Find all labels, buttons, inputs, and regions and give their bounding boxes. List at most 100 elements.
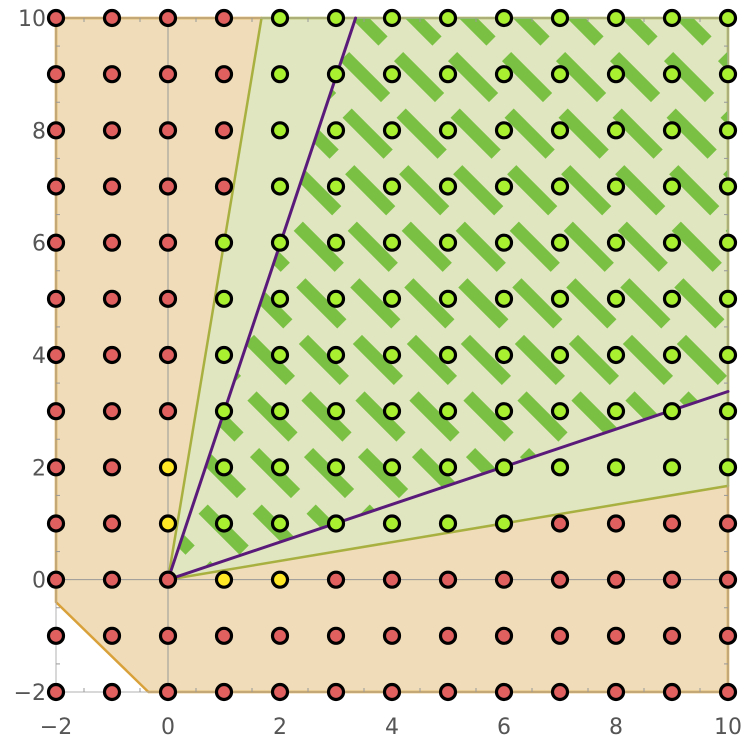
- lattice-point-red: [46, 402, 66, 421]
- lattice-point-yellow: [214, 570, 234, 589]
- lattice-point-green: [550, 402, 570, 421]
- lattice-point-green: [718, 121, 738, 140]
- lattice-point-red: [326, 570, 346, 589]
- lattice-point-red: [102, 570, 122, 589]
- lattice-point-red: [382, 682, 402, 702]
- lattice-point-green: [662, 8, 682, 28]
- lattice-point-red: [718, 514, 738, 533]
- lattice-point-red: [214, 682, 234, 702]
- lattice-point-green: [606, 177, 626, 196]
- lattice-point-green: [438, 458, 458, 477]
- lattice-point-red: [102, 233, 122, 252]
- lattice-point-green: [438, 402, 458, 421]
- lattice-point-red: [46, 345, 66, 365]
- lattice-point-red: [158, 177, 178, 196]
- lattice-point-red: [214, 65, 234, 84]
- lattice-point-green: [382, 65, 402, 84]
- lattice-point-red: [158, 345, 178, 365]
- lattice-point-green: [438, 345, 458, 365]
- x-tick-label: 2: [273, 715, 287, 740]
- lattice-point-red: [46, 65, 66, 84]
- lattice-point-red: [46, 289, 66, 308]
- lattice-point-red: [102, 458, 122, 477]
- lattice-point-green: [550, 121, 570, 140]
- lattice-point-red: [606, 570, 626, 589]
- boundary-ray: [166, 390, 730, 582]
- hatch-stripe: [499, 18, 728, 580]
- lattice-point-green: [718, 177, 738, 196]
- lattice-point-red: [46, 514, 66, 533]
- lattice-point-green: [494, 121, 514, 140]
- lattice-point-green: [326, 177, 346, 196]
- lattice-point-green: [326, 345, 346, 365]
- lattice-point-red: [550, 514, 570, 533]
- lattice-point-red: [46, 121, 66, 140]
- lattice-point-green: [718, 289, 738, 308]
- lattice-point-green: [550, 345, 570, 365]
- lattice-point-red: [606, 514, 626, 533]
- lattice-point-green: [662, 458, 682, 477]
- lattice-point-green: [662, 289, 682, 308]
- lattice-point-green: [494, 65, 514, 84]
- lattice-point-red: [606, 626, 626, 645]
- lattice-point-red: [662, 682, 682, 702]
- lattice-point-red: [438, 570, 458, 589]
- lattice-point-green: [326, 514, 346, 533]
- lattice-point-green: [326, 121, 346, 140]
- lattice-point-red: [46, 8, 66, 28]
- lattice-point-red: [158, 682, 178, 702]
- lattice-point-green: [270, 458, 290, 477]
- lattice-point-red: [662, 514, 682, 533]
- lattice-point-green: [382, 345, 402, 365]
- rays: [166, 16, 730, 582]
- lattice-point-green: [494, 458, 514, 477]
- lattice-point-red: [158, 233, 178, 252]
- lattice-points: [46, 8, 738, 702]
- lattice-point-green: [270, 289, 290, 308]
- x-tick-label: 6: [497, 715, 511, 740]
- lattice-point-red: [270, 682, 290, 702]
- lattice-point-red: [158, 121, 178, 140]
- lattice-point-green: [718, 8, 738, 28]
- lattice-point-green: [270, 177, 290, 196]
- lattice-point-red: [382, 570, 402, 589]
- lattice-point-yellow: [158, 514, 178, 533]
- lattice-point-green: [550, 177, 570, 196]
- lattice-point-green: [270, 121, 290, 140]
- lattice-point-red: [46, 458, 66, 477]
- lattice-point-red: [438, 682, 458, 702]
- lattice-point-green: [326, 458, 346, 477]
- lattice-point-red: [550, 626, 570, 645]
- lattice-point-red: [718, 570, 738, 589]
- lattice-point-red: [214, 8, 234, 28]
- lattice-point-green: [662, 402, 682, 421]
- lattice-point-green: [606, 65, 626, 84]
- lattice-point-green: [662, 177, 682, 196]
- lattice-point-red: [662, 570, 682, 589]
- hatch-stripe: [553, 18, 728, 580]
- lattice-point-green: [494, 289, 514, 308]
- hatch-stripe: [0, 0, 22, 752]
- lattice-point-green: [382, 458, 402, 477]
- y-tick-label: 8: [32, 119, 46, 144]
- lattice-point-green: [438, 289, 458, 308]
- lattice-point-green: [438, 65, 458, 84]
- x-tick-label: −2: [40, 715, 72, 740]
- lattice-point-green: [270, 402, 290, 421]
- lattice-point-green: [662, 233, 682, 252]
- lattice-point-red: [214, 121, 234, 140]
- lattice-point-green: [606, 345, 626, 365]
- lattice-point-red: [46, 233, 66, 252]
- tick-labels: −2 0 2 4 6 8 10 −2 0 2 4 6 8 10: [14, 7, 742, 740]
- lattice-point-green: [382, 289, 402, 308]
- lattice-point-green: [550, 289, 570, 308]
- lattice-point-red: [718, 626, 738, 645]
- lattice-point-green: [438, 177, 458, 196]
- lattice-point-green: [606, 8, 626, 28]
- lattice-point-red: [158, 289, 178, 308]
- lattice-point-red: [46, 177, 66, 196]
- lattice-point-red: [662, 626, 682, 645]
- hatch-stripe: [168, 18, 675, 580]
- lattice-point-yellow: [270, 570, 290, 589]
